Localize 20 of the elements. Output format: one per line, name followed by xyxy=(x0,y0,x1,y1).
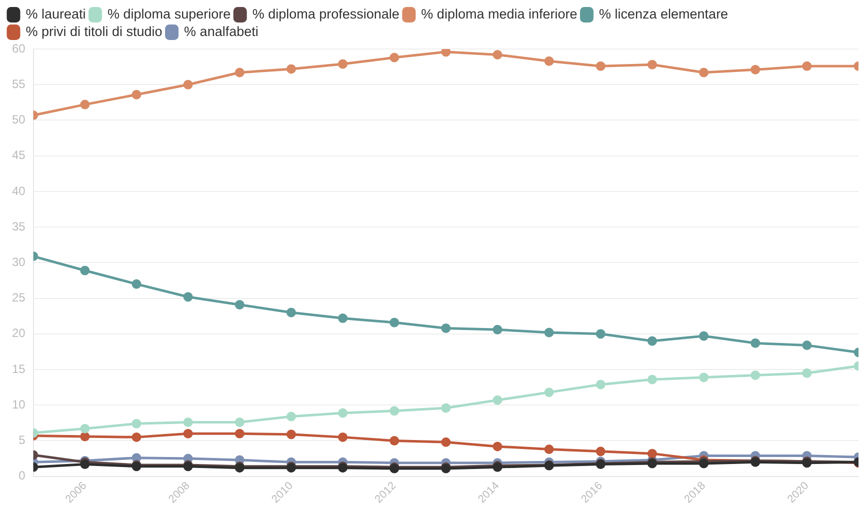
legend-label: % privi di titoli di studio xyxy=(26,24,162,39)
y-tick-label: 10 xyxy=(12,397,26,412)
y-tick-label: 15 xyxy=(12,362,26,376)
legend-label: % analfabeti xyxy=(184,24,258,39)
y-tick-label: 30 xyxy=(12,254,26,269)
y-tick-label: 5 xyxy=(18,433,26,448)
y-tick-label: 25 xyxy=(12,290,26,305)
legend-label: % licenza elementare xyxy=(599,6,728,22)
y-tick-label: 45 xyxy=(12,148,26,162)
y-tick-label: 0 xyxy=(18,468,26,483)
y-tick-label: 50 xyxy=(12,112,26,127)
legend-label: % diploma superiore xyxy=(108,6,231,22)
y-tick-label: 40 xyxy=(12,184,26,198)
y-tick-label: 55 xyxy=(12,76,26,91)
y-tick-label: 20 xyxy=(12,326,26,340)
legend-label: % laureati xyxy=(26,6,86,22)
y-tick-label: 60 xyxy=(12,41,26,56)
y-tick-label: 35 xyxy=(12,219,26,234)
legend-label: % diploma media inferiore xyxy=(421,6,578,22)
legend-label: % diploma professionale xyxy=(252,6,400,22)
